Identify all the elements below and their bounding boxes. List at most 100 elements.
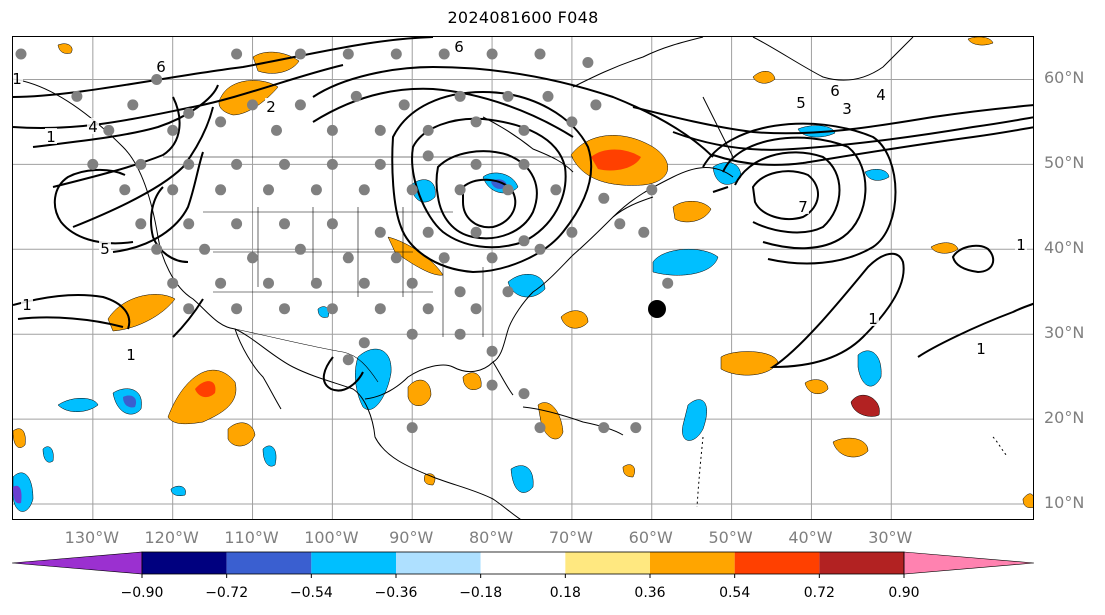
station-marker: [470, 303, 482, 315]
colorbar-outline: [141, 551, 905, 575]
station-marker: [15, 48, 27, 60]
contour-label-background: [797, 198, 809, 214]
station-marker: [135, 218, 147, 230]
warm-anomaly: [832, 437, 869, 458]
warm-anomaly: [622, 464, 635, 478]
station-marker: [342, 48, 354, 60]
contour-label: 6: [830, 82, 840, 100]
contour-label: 6: [454, 38, 464, 56]
station-marker: [350, 90, 362, 102]
warm-anomaly-core: [195, 381, 216, 398]
colorbar-segment: [396, 552, 481, 574]
colorbar-segment: [650, 552, 735, 574]
station-marker: [454, 286, 466, 298]
contour-label-background: [875, 86, 887, 102]
station-marker: [598, 192, 610, 204]
station-marker: [342, 252, 354, 264]
station-marker: [119, 184, 131, 196]
station-marker: [486, 48, 498, 60]
station-marker: [390, 48, 402, 60]
contour-label: 1: [46, 128, 56, 146]
longitude-tick-label: 80°W: [468, 528, 514, 547]
warm-anomaly: [850, 395, 880, 417]
station-marker: [486, 379, 498, 391]
colorbar-low-extend: [11, 551, 143, 575]
cold-anomaly: [797, 125, 836, 138]
latitude-tick-label: 10°N: [1044, 493, 1085, 513]
longitude-tick-label: 130°W: [64, 528, 120, 547]
cold-anomaly: [57, 398, 99, 412]
station-marker: [518, 235, 530, 247]
station-marker: [502, 184, 514, 196]
colorbar-tick-label: −0.72: [205, 585, 249, 601]
cold-anomaly: [864, 169, 890, 181]
colorbar-tick-label: −0.90: [120, 585, 164, 601]
station-marker: [151, 243, 163, 255]
station-marker: [406, 422, 418, 434]
station-marker: [279, 158, 290, 170]
station-marker: [294, 48, 306, 60]
station-marker: [550, 184, 562, 196]
anomaly-shading: [13, 37, 1033, 512]
cold-anomaly: [507, 274, 546, 298]
colorbar-segment: [142, 552, 227, 574]
station-marker: [486, 345, 498, 357]
contour-label: 1: [126, 346, 136, 364]
station-marker: [422, 124, 434, 136]
station-marker: [534, 48, 546, 60]
warm-anomaly: [930, 242, 959, 254]
longitude-tick-label: 70°W: [548, 528, 593, 547]
station-marker: [374, 303, 386, 315]
station-marker: [247, 252, 258, 264]
contour-label-background: [975, 340, 987, 356]
station-marker: [454, 184, 466, 196]
cold-anomaly-core: [123, 395, 137, 408]
station-marker: [518, 124, 530, 136]
warm-anomaly: [227, 422, 256, 447]
station-marker: [326, 218, 338, 230]
cold-anomaly: [170, 485, 186, 496]
contour-label-background: [21, 296, 33, 312]
storm-center-marker: [648, 300, 666, 318]
station-marker: [518, 388, 530, 400]
station-marker: [422, 226, 434, 238]
colorbar-tick-label: 0.54: [719, 585, 751, 601]
station-marker: [542, 90, 554, 102]
station-marker: [87, 158, 99, 170]
station-marker: [630, 422, 642, 434]
colorbar-tick-label: 0.90: [888, 585, 920, 601]
station-marker: [486, 252, 498, 264]
station-marker: [310, 277, 322, 289]
station-marker: [518, 158, 530, 170]
contour-label: 1: [13, 70, 22, 88]
station-marker: [271, 124, 282, 136]
cold-anomaly: [262, 445, 277, 467]
warm-anomaly: [107, 294, 176, 332]
contour-label: 2: [266, 98, 276, 116]
station-marker: [534, 422, 546, 434]
longitude-tick-label: 100°W: [304, 528, 359, 547]
station-marker: [167, 277, 179, 289]
warm-anomaly: [967, 37, 994, 46]
cold-anomaly: [682, 399, 707, 441]
station-marker: [310, 184, 322, 196]
station-markers: [15, 48, 674, 434]
station-marker: [263, 184, 274, 196]
contour-label-background: [829, 82, 841, 98]
station-marker: [454, 90, 466, 102]
warm-anomaly: [560, 310, 589, 329]
contour-label-background: [795, 94, 807, 110]
station-marker: [183, 303, 195, 315]
station-marker: [406, 277, 418, 289]
station-marker: [470, 158, 482, 170]
station-marker: [470, 226, 482, 238]
colorbar-tick-label: 0.72: [803, 585, 835, 601]
contour-label: 1: [976, 340, 986, 358]
station-marker: [390, 252, 402, 264]
station-marker: [470, 116, 482, 128]
cold-anomaly: [355, 348, 392, 410]
station-marker: [374, 124, 386, 136]
contour-label: 1: [1016, 236, 1026, 254]
contour-label: 3: [842, 100, 852, 118]
station-marker: [422, 150, 434, 162]
